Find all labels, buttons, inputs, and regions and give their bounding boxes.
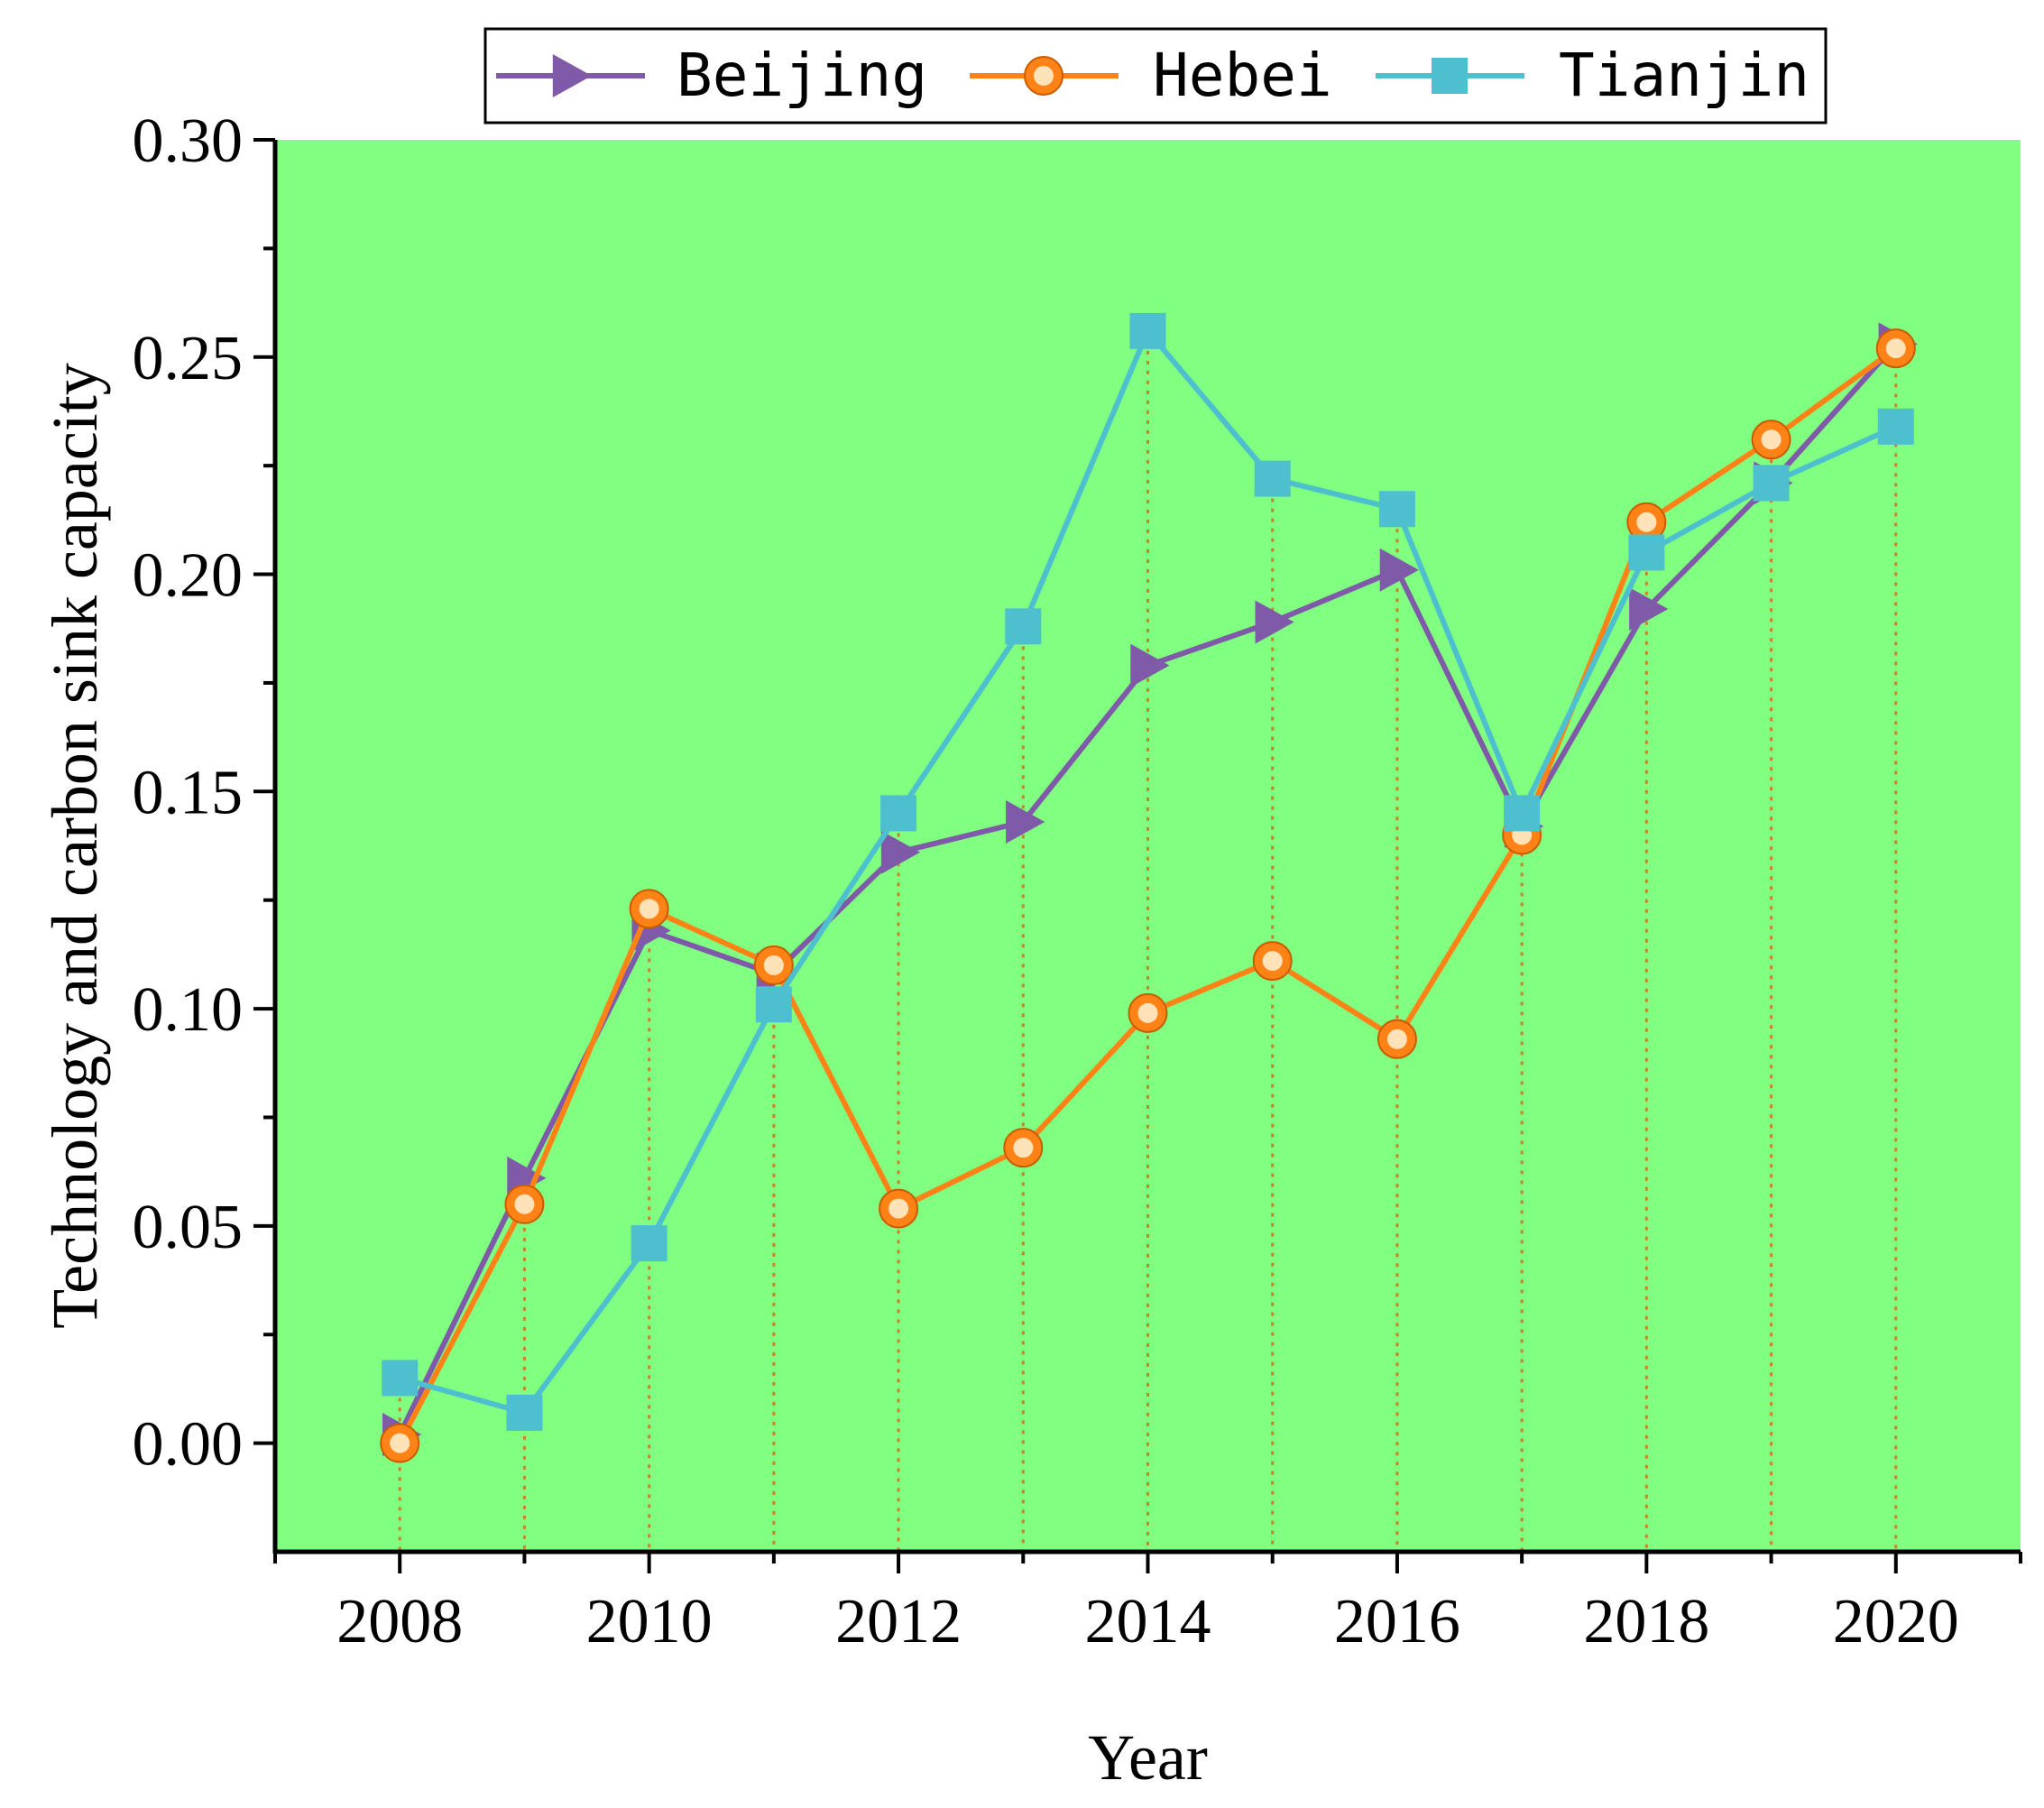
hebei-marker-highlight: [1262, 951, 1283, 972]
tianjin-marker: [506, 1394, 543, 1431]
tianjin-marker: [755, 986, 792, 1023]
hebei-marker-highlight: [390, 1433, 410, 1453]
y-tick-label: 0.25: [133, 324, 244, 393]
beijing-marker: [1379, 548, 1419, 592]
y-axis-title: Technology and carbon sink capacity: [39, 363, 111, 1329]
y-tick-label: 0.15: [133, 758, 244, 827]
hebei-marker-highlight: [514, 1194, 535, 1214]
beijing-marker: [1255, 600, 1294, 644]
beijing-marker: [880, 830, 921, 874]
drop-lines: [398, 330, 1898, 1552]
x-tick-label: 2008: [336, 1587, 463, 1656]
x-tick-label: 2010: [586, 1587, 713, 1656]
x-tick-label: 2018: [1583, 1587, 1709, 1656]
tianjin-marker: [1628, 534, 1665, 571]
series-layer: [380, 312, 1918, 1463]
series-hebei: [380, 328, 1916, 1463]
beijing-marker: [1006, 800, 1045, 844]
y-tick-label: 0.05: [133, 1193, 244, 1262]
hebei-marker-highlight: [1386, 1029, 1407, 1049]
hebei-marker-highlight: [1761, 429, 1782, 450]
beijing-marker: [1130, 643, 1170, 687]
beijing-marker: [552, 54, 592, 97]
y-tick-label: 0.10: [133, 975, 244, 1045]
legend-label: Hebei: [1153, 41, 1332, 110]
legend-label: Beijing: [677, 41, 927, 110]
tianjin-marker: [631, 1225, 668, 1262]
axes: 0.00 0.05 0.10 0.15 0.20 0.25 0.30 2008 2010 2012…: [133, 106, 2022, 1656]
hebei-marker-highlight: [1636, 512, 1657, 532]
y-tick-label: 0.00: [133, 1410, 244, 1480]
tianjin-marker: [1877, 408, 1914, 445]
beijing-marker: [1629, 587, 1669, 632]
tianjin-marker: [1753, 465, 1790, 502]
hebei-marker-highlight: [888, 1198, 909, 1219]
hebei-marker-highlight: [639, 899, 659, 919]
hebei-marker-highlight: [1034, 66, 1054, 86]
tianjin-marker: [1254, 460, 1291, 497]
legend-label: Tianjin: [1559, 41, 1809, 110]
x-axis-title: Year: [1088, 1721, 1208, 1794]
tianjin-marker: [1432, 58, 1468, 94]
tianjin-marker: [382, 1360, 419, 1397]
x-tick-label: 2012: [835, 1587, 962, 1656]
hebei-marker-highlight: [763, 955, 784, 975]
y-tick-label: 0.20: [133, 541, 244, 611]
tianjin-marker: [1129, 312, 1166, 349]
x-tick-label: 2020: [1833, 1587, 1959, 1656]
tianjin-marker: [1504, 795, 1541, 832]
hebei-marker-highlight: [1013, 1138, 1034, 1158]
y-tick-label: 0.30: [133, 106, 244, 176]
x-tick-label: 2016: [1334, 1587, 1460, 1656]
series-tianjin: [382, 312, 1914, 1431]
hebei-marker-highlight: [1137, 1002, 1158, 1023]
tianjin-marker: [1005, 608, 1042, 645]
x-tick-label: 2014: [1085, 1587, 1211, 1656]
hebei-marker-highlight: [1885, 338, 1906, 359]
tianjin-marker: [1378, 491, 1415, 528]
tianjin-marker: [880, 795, 917, 832]
legend-box: [483, 27, 1828, 125]
legend: Beijing Hebei Tianjin: [483, 27, 1828, 125]
